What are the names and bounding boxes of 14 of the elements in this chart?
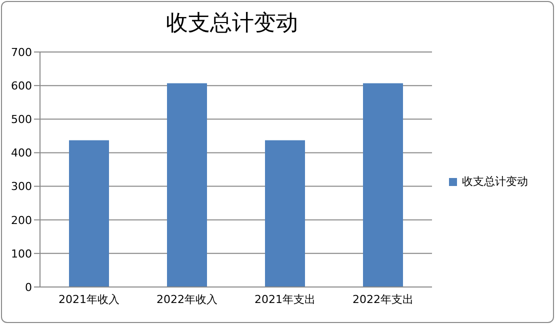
y-tick-label: 400 (11, 146, 32, 160)
y-tick-label: 600 (11, 79, 32, 92)
y-tick-label: 100 (11, 247, 32, 260)
y-tick-label: 0 (25, 280, 32, 294)
legend-label: 收支总计变动 (462, 174, 528, 189)
y-tick-label: 300 (11, 180, 32, 194)
y-tick-label: 700 (11, 46, 32, 59)
chart-title: 收支总计变动 (165, 10, 299, 38)
x-tick-label: 2021年收入 (58, 292, 120, 306)
y-tick-label: 500 (11, 113, 32, 126)
x-tick-label: 2021年支出 (254, 292, 316, 306)
y-tick-label: 200 (11, 214, 32, 227)
x-tick-label: 2022年收入 (156, 292, 218, 306)
x-tick-label: 2022年支出 (352, 292, 414, 306)
